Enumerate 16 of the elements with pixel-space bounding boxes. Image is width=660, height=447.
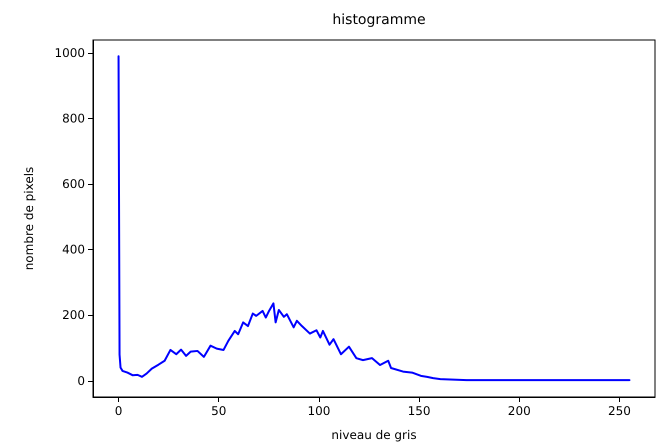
y-tick-label: 200 xyxy=(62,308,85,322)
y-tick-label: 600 xyxy=(62,177,85,192)
x-tick-label: 200 xyxy=(508,404,531,418)
line-series xyxy=(118,55,630,382)
y-tick-label: 0 xyxy=(77,374,85,388)
x-tick-label: 250 xyxy=(608,404,631,418)
x-tick-label: 50 xyxy=(211,404,226,418)
y-tick-label: 1000 xyxy=(54,46,85,60)
x-tick-label: 150 xyxy=(408,404,431,418)
x-tick-label: 0 xyxy=(114,404,122,418)
y-axis-title: nombre de pixels xyxy=(22,166,36,270)
x-tick-label: 100 xyxy=(307,404,330,418)
x-axis-title: niveau de gris xyxy=(331,428,417,442)
y-tick-label: 400 xyxy=(62,242,85,257)
y-tick-label: 800 xyxy=(62,112,85,126)
chart-title: histogramme xyxy=(332,12,426,28)
